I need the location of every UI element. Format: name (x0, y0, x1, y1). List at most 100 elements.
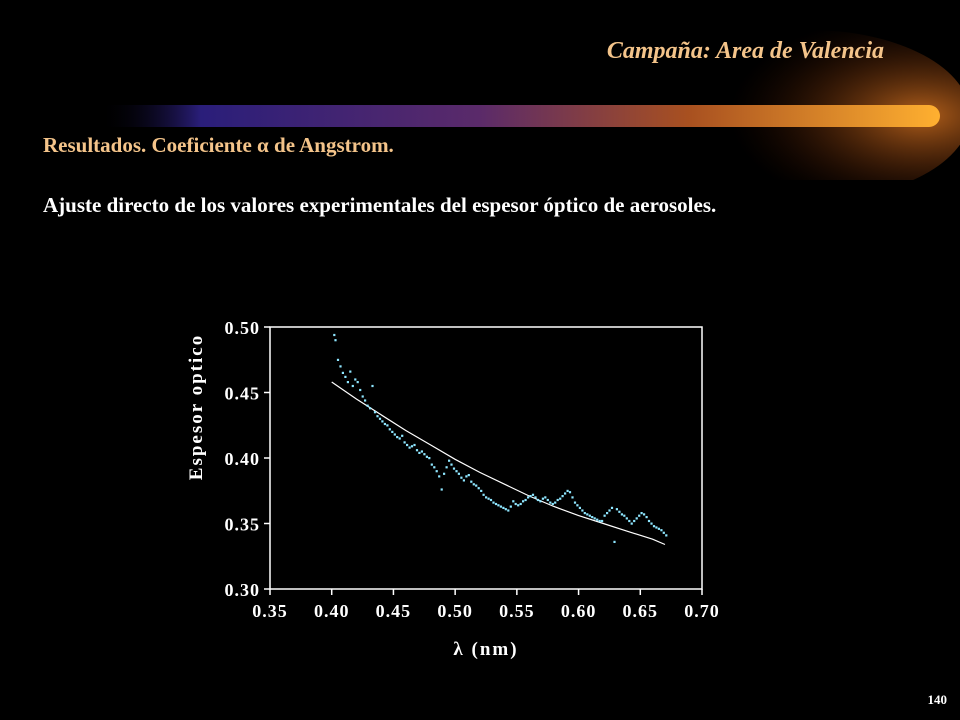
data-point (583, 512, 586, 515)
data-point (378, 417, 382, 420)
plot-frame (269, 326, 703, 590)
data-point (445, 466, 448, 469)
data-point (403, 441, 406, 444)
data-point (541, 497, 544, 500)
data-point (381, 420, 384, 423)
data-point (581, 509, 584, 512)
data-point (423, 453, 426, 456)
header-title: Campaña: Area de Valencia (606, 38, 884, 64)
data-point (470, 480, 473, 483)
data-point (388, 428, 391, 431)
x-tick-label: 0.70 (684, 601, 720, 621)
data-point (603, 514, 606, 517)
data-point (662, 531, 665, 534)
data-point (455, 470, 458, 473)
data-point (467, 474, 470, 477)
data-point (517, 504, 520, 507)
data-point (645, 516, 648, 519)
data-point (393, 433, 396, 436)
data-point (440, 488, 443, 491)
data-point (610, 506, 614, 509)
x-tick-label: 0.50 (437, 601, 473, 621)
x-tick-label: 0.65 (623, 601, 659, 621)
data-point (366, 404, 369, 407)
data-point (657, 527, 660, 530)
x-axis-title: λ (nm) (453, 639, 518, 660)
data-point (539, 500, 542, 503)
data-point (438, 475, 441, 478)
x-tick-label: 0.40 (314, 601, 350, 621)
data-point (480, 489, 483, 492)
data-point (359, 388, 362, 392)
data-point (573, 501, 577, 504)
data-point (546, 498, 549, 502)
data-point (361, 395, 364, 398)
data-points (333, 333, 668, 543)
data-point (376, 415, 379, 418)
data-point (514, 502, 517, 506)
y-tick-label: 0.45 (225, 384, 261, 404)
data-point (608, 509, 611, 512)
data-point (638, 514, 641, 517)
data-point (401, 434, 404, 437)
data-point (487, 497, 490, 500)
data-point (527, 496, 530, 499)
section-title: Resultados. Coeficiente α de Angstrom. (43, 133, 394, 157)
data-point (398, 437, 401, 440)
data-point (420, 450, 423, 453)
data-point (492, 501, 495, 504)
data-point (369, 407, 372, 410)
data-point (628, 519, 631, 523)
data-point (650, 522, 653, 525)
data-point (386, 424, 389, 427)
data-point (497, 504, 500, 507)
data-point (529, 495, 532, 498)
data-point (586, 513, 589, 516)
data-point (472, 483, 475, 486)
data-point (373, 411, 377, 414)
data-point (615, 508, 618, 511)
data-point (356, 381, 359, 384)
data-point (566, 489, 569, 492)
data-point (502, 506, 505, 509)
data-point (494, 502, 498, 506)
data-point (406, 443, 409, 447)
data-point (606, 512, 609, 515)
data-point (633, 519, 636, 523)
data-point (457, 472, 460, 475)
data-point (549, 501, 552, 504)
data-point (578, 506, 581, 509)
data-point (415, 449, 419, 452)
y-tick-label: 0.30 (225, 580, 261, 600)
data-point (571, 496, 574, 499)
data-point (450, 463, 453, 466)
data-point (620, 513, 623, 516)
data-point (410, 445, 414, 448)
x-tick-label: 0.55 (499, 601, 535, 621)
y-tick-label: 0.40 (225, 449, 261, 469)
data-point (413, 443, 416, 447)
data-point (333, 333, 336, 337)
data-point (635, 517, 638, 520)
data-point (507, 509, 510, 512)
data-point (499, 505, 502, 508)
page-number: 140 (927, 692, 948, 707)
x-tick-label: 0.35 (252, 601, 288, 621)
data-point (568, 491, 572, 494)
data-point (593, 517, 596, 520)
data-point (418, 451, 421, 454)
data-point (435, 470, 438, 473)
data-point (598, 519, 601, 523)
y-axis-title: Espesor optico (186, 334, 207, 480)
data-point (665, 534, 668, 537)
data-point (655, 526, 658, 529)
data-point (596, 518, 599, 521)
data-point (477, 487, 480, 490)
data-point (519, 502, 522, 506)
data-point (536, 498, 539, 502)
data-point (336, 358, 340, 361)
data-point (576, 504, 579, 507)
data-point (349, 370, 352, 373)
decorative-title-bar (100, 30, 960, 180)
